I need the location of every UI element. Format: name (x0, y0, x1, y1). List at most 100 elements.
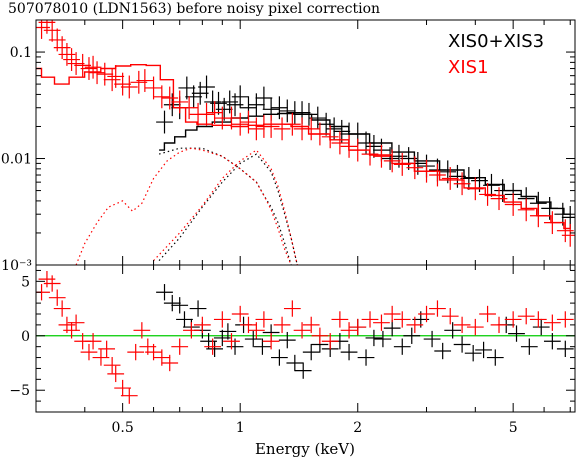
xis1-data-point (331, 131, 349, 155)
xis1-residual-point (48, 289, 66, 306)
xis1-data-point (240, 110, 257, 134)
xis0-xis3-residual-point (475, 341, 492, 359)
xis1-data-point (103, 68, 121, 92)
xis1-data-point (311, 122, 329, 146)
xis0-xis3-component-2 (158, 153, 298, 265)
residuals-panel-frame (35, 264, 576, 413)
xis1-data-point (145, 76, 162, 100)
xis1-residual-point (120, 387, 138, 404)
xis0-xis3-residual-point (532, 318, 550, 336)
xis1-residual-point (453, 316, 471, 334)
y-tick-label: 10⁻³ (1, 258, 32, 274)
xis1-residual-point (63, 322, 80, 339)
xis1-residual-point (283, 300, 301, 317)
xis0-xis3-data-point (178, 76, 196, 100)
xis0-xis3-data-point (460, 167, 478, 190)
xis1-data-point (120, 75, 138, 99)
xis1-data-point (63, 48, 80, 71)
xis1-residual-point (504, 311, 522, 328)
xis1-residual-point (103, 357, 121, 374)
xis1-residual-point (529, 311, 547, 328)
xis1-data-point (206, 101, 223, 125)
xis1-data-point (479, 183, 496, 206)
xis1-residual-point (161, 354, 179, 372)
xis0-xis3-data-point (255, 86, 273, 110)
xis1-residual-point (349, 318, 367, 336)
xis1-data-point (393, 153, 411, 176)
xis0-xis3-residual-point (434, 342, 452, 360)
xis1-component-2 (153, 149, 298, 265)
xis1-data-point (543, 211, 561, 235)
xis1-residual-point (543, 314, 561, 331)
xis0-xis3-data-point (483, 173, 500, 197)
xis1-residual-point (84, 333, 102, 350)
spectrum-panel: 0.1 0.01 10⁻³ (1, 19, 576, 274)
xis1-data-point (58, 43, 76, 66)
xis1-data-point (114, 72, 132, 96)
xis0-xis3-residual-point (271, 349, 288, 366)
xis1-residual-point (311, 327, 329, 344)
xis0-xis3-residual-point (453, 336, 471, 353)
xis1-residual-point (80, 343, 98, 361)
y-tick-label: 0.1 (10, 45, 32, 61)
xis1-residual-point (393, 311, 411, 328)
xis1-residual-point (67, 314, 85, 331)
xis1-data-point (180, 96, 198, 120)
xis0-xis3-residual-point (556, 340, 574, 358)
xis1-data-point (361, 142, 379, 166)
xis0-xis3-data-point (231, 85, 249, 109)
xis0-xis3-data-point (198, 75, 215, 99)
xis0-xis3-residual-point (206, 340, 223, 358)
xis1-data-point (529, 204, 547, 228)
legend: XIS0+XIS3 XIS1 (448, 31, 544, 78)
xis1-residual-point (183, 322, 200, 339)
xis1-data-point (273, 117, 291, 141)
xis1-residual-point (43, 275, 61, 292)
xis1-data-point (88, 61, 106, 85)
x-tick-label: 5 (509, 420, 518, 436)
xis1-data-point (262, 115, 280, 138)
xis1-residual-point (340, 322, 358, 339)
xis0-xis3-residual-point (286, 354, 304, 372)
xis1-residual-point (302, 316, 320, 334)
xis1-residual-point (223, 333, 240, 350)
xis1-data-point (302, 117, 320, 141)
residuals-panel: 5 0 −5 0.5 1 2 5 (9, 264, 576, 436)
chart-title: 507078010 (LDN1563) before noisy pixel c… (8, 1, 380, 17)
xis1-data-point (373, 144, 390, 168)
spectrum-x-ticks (35, 20, 571, 265)
xis0-xis3-residual-point (171, 297, 189, 314)
residual-y-tick-label: 0 (21, 329, 30, 345)
xis1-data-point (453, 172, 471, 196)
xis1-data-point (349, 138, 367, 162)
xis1-residual-point (98, 340, 116, 358)
xis0-xis3-residual-point (278, 331, 296, 349)
xis0-xis3-residual-point (357, 349, 375, 366)
x-tick-label: 1 (236, 420, 245, 436)
xis1-data-point (153, 85, 171, 109)
xis1-data-point (198, 102, 215, 126)
xis1-residual-point (204, 338, 222, 355)
spectrum-panel-frame (35, 19, 576, 266)
xis0-xis3-data-point (300, 102, 318, 126)
xis1-residual-point (213, 311, 231, 328)
spectrum-plot-area (36, 20, 575, 265)
y-tick-label: 0.01 (1, 152, 32, 168)
xis0-xis3-data-point (185, 85, 203, 109)
xis1-component-1 (75, 147, 292, 265)
xis1-data-point (383, 149, 401, 173)
xis0-xis3-residual-point (520, 338, 538, 355)
xis1-data-point (67, 52, 85, 75)
xis0-xis3-residual-point (340, 343, 358, 361)
xis0-xis3-residual-point (294, 362, 312, 379)
xis1-residual-point (36, 284, 50, 301)
xis1-data-point (340, 134, 358, 158)
xis0-xis3-residual-point (156, 284, 173, 301)
xis0-xis3-residual-point (163, 294, 181, 312)
xis0-xis3-residual-point (543, 333, 561, 350)
xis1-data-point (466, 177, 484, 201)
xis1-residual-point (171, 338, 189, 355)
xis1-residual-point (479, 305, 496, 323)
xis1-data-point (406, 156, 424, 180)
residuals-y-axis: 5 0 −5 (9, 269, 575, 402)
